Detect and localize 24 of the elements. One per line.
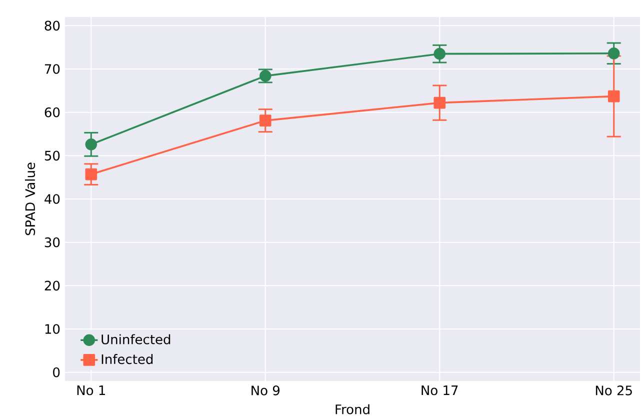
x-axis-title: Frond bbox=[336, 404, 370, 414]
x-tick-label: No 9 bbox=[252, 386, 280, 396]
y-tick-label: 10 bbox=[45, 324, 60, 334]
y-tick-label: 80 bbox=[44, 20, 60, 31]
y-tick-label: 40 bbox=[44, 194, 60, 204]
y-tick-label: 20 bbox=[44, 280, 60, 291]
point bbox=[608, 48, 620, 60]
y-tick-label: 60 bbox=[44, 108, 60, 118]
y-tick-label: 0 bbox=[53, 368, 60, 378]
point bbox=[259, 114, 272, 127]
y-tick-label: 30 bbox=[44, 238, 60, 248]
point bbox=[608, 90, 620, 102]
x-tick-label: No 1 bbox=[77, 386, 105, 396]
y-axis-title: SPAD Value bbox=[25, 162, 36, 236]
x-tick-label: No 25 bbox=[596, 386, 632, 396]
point bbox=[85, 168, 98, 180]
point bbox=[434, 48, 446, 60]
legend-label: Uninfected bbox=[102, 334, 170, 344]
y-tick-label: 50 bbox=[44, 150, 60, 161]
point bbox=[85, 138, 98, 150]
point bbox=[434, 97, 446, 109]
legend-label: Infected bbox=[102, 354, 153, 364]
y-tick-label: 70 bbox=[45, 64, 60, 74]
x-tick-label: No 17 bbox=[422, 386, 458, 396]
